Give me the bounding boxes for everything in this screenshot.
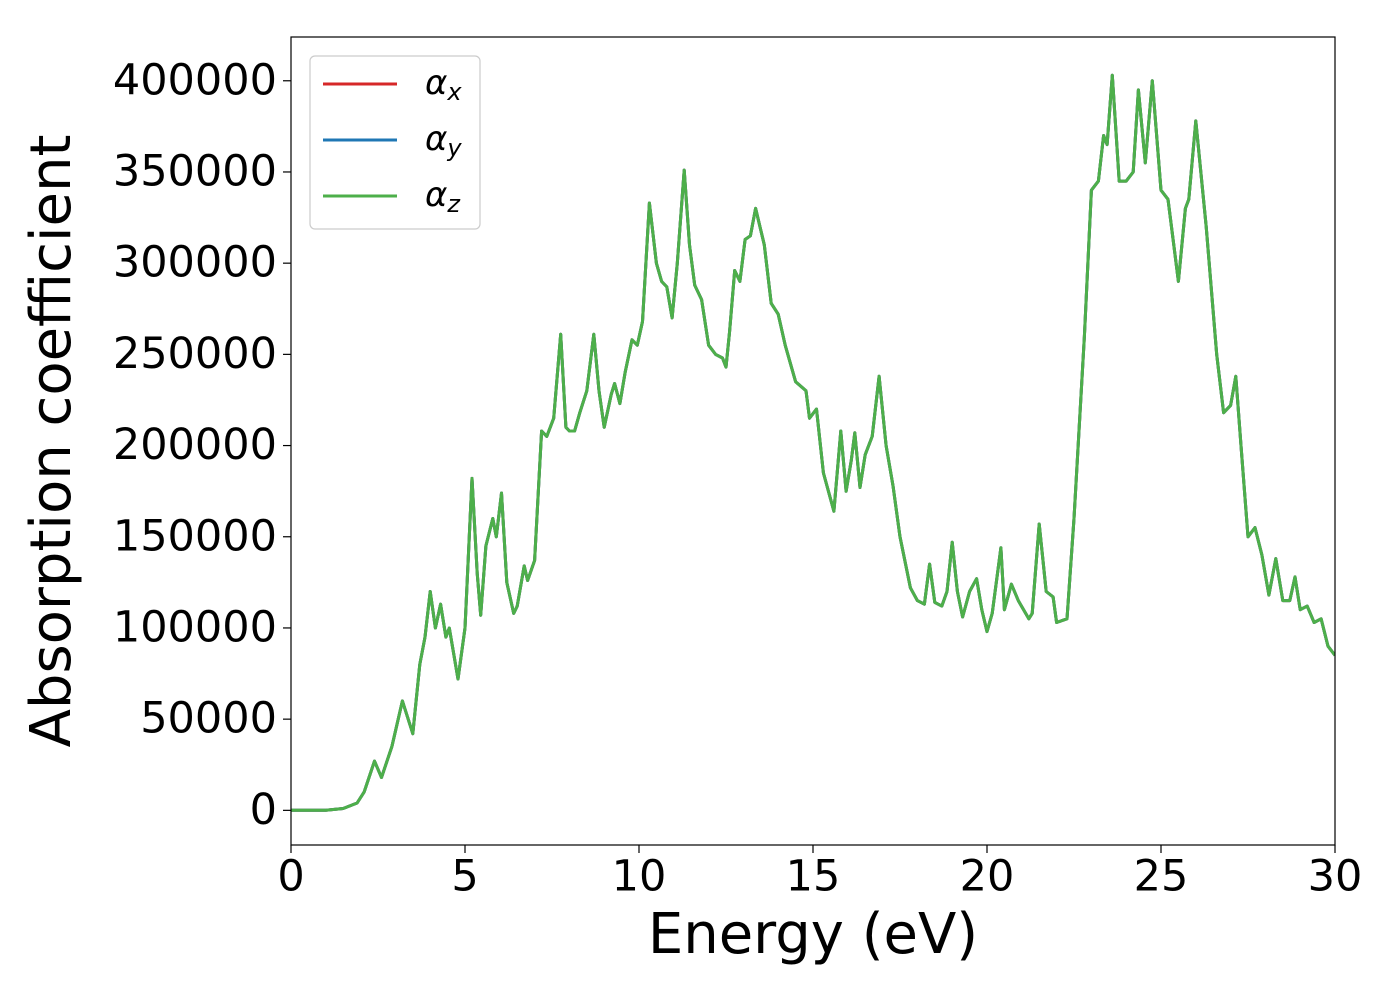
x-tick-label: 30 bbox=[1308, 852, 1363, 902]
y-tick-label: 350000 bbox=[113, 146, 277, 196]
y-tick-label: 300000 bbox=[113, 238, 277, 288]
x-axis-label: Energy (eV) bbox=[648, 902, 978, 967]
y-tick-label: 400000 bbox=[113, 55, 277, 105]
series-line bbox=[291, 73, 1335, 812]
legend-label: αz bbox=[425, 175, 461, 219]
x-tick-label: 5 bbox=[451, 852, 478, 902]
plot-frame bbox=[290, 36, 1336, 846]
legend-label: αy bbox=[425, 119, 462, 163]
y-tick-label: 100000 bbox=[113, 602, 277, 652]
x-tick-label: 15 bbox=[786, 852, 841, 902]
x-tick-label: 0 bbox=[277, 852, 304, 902]
x-tick-label: 10 bbox=[612, 852, 667, 902]
legend-label: αx bbox=[425, 63, 462, 107]
y-tick-label: 0 bbox=[250, 785, 277, 835]
y-tick-label: 150000 bbox=[113, 511, 277, 561]
y-axis-label: Absorption coefficient bbox=[19, 135, 84, 748]
y-tick-label: 50000 bbox=[140, 694, 277, 744]
legend-box bbox=[309, 55, 481, 230]
y-tick-label: 200000 bbox=[113, 420, 277, 470]
x-tick-label: 25 bbox=[1134, 852, 1189, 902]
x-tick-label: 20 bbox=[960, 852, 1015, 902]
y-tick-label: 250000 bbox=[113, 329, 277, 379]
